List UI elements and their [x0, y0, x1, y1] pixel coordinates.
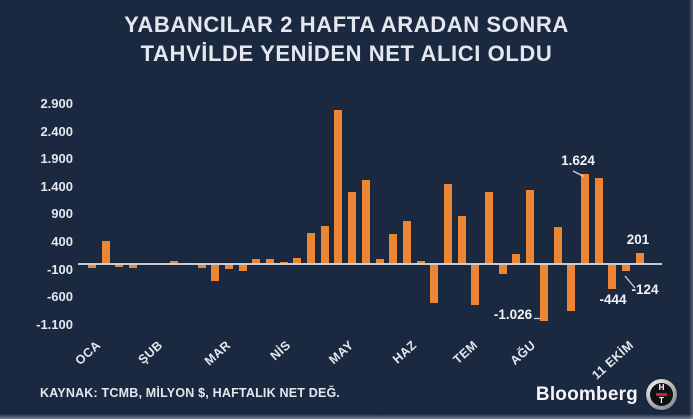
bar-value-label: -124 [631, 282, 659, 297]
chart-title-line2: TAHVİLDE YENİDEN NET ALICI OLDU [140, 41, 553, 66]
bar [211, 264, 220, 281]
bar [608, 264, 617, 289]
bar [334, 109, 343, 265]
y-axis-tick-label: 400 [51, 234, 73, 250]
bar [443, 184, 452, 265]
bar [266, 259, 274, 265]
bloomberg-ht-logo: Bloomberg H T [536, 379, 677, 410]
bar-value-label: -444 [599, 292, 627, 307]
bar-value-label: 1.624 [561, 153, 595, 168]
bar [101, 240, 110, 265]
bar [307, 233, 316, 265]
bar [279, 261, 288, 265]
bar [485, 192, 494, 265]
bar [170, 260, 179, 265]
bar [129, 264, 138, 269]
bloomberg-wordmark: Bloomberg [535, 383, 638, 405]
bar [471, 264, 480, 306]
chart-title: YABANCILAR 2 HAFTA ARADAN SONRA TAHVİLDE… [0, 10, 693, 68]
bar-value-label: -1.026 [493, 307, 533, 322]
y-axis-tick-label: -600 [46, 289, 73, 305]
ht-badge-letter-t: T [659, 395, 664, 405]
bar [197, 264, 206, 268]
bar [635, 253, 644, 265]
bar [580, 174, 589, 265]
bar [526, 189, 535, 265]
ht-badge-letter-h: H [658, 383, 665, 393]
bar [224, 264, 233, 269]
bar [621, 264, 630, 272]
zero-axis-line [78, 263, 662, 265]
chart-title-line1: YABANCILAR 2 HAFTA ARADAN SONRA [124, 12, 569, 37]
bar-value-label: 201 [626, 232, 650, 247]
y-axis-tick-label: -1.100 [36, 316, 73, 332]
ht-badge-red-bar-icon [656, 393, 667, 396]
bar [512, 253, 521, 265]
y-axis-tick-label: 900 [51, 206, 73, 222]
bar [88, 264, 97, 269]
bar [320, 225, 329, 265]
bar [115, 264, 124, 268]
bar [430, 264, 439, 303]
source-note: KAYNAK: TCMB, MİLYON $, HAFTALIK NET DEĞ… [40, 386, 341, 400]
screen-edge-glare-bottom [0, 414, 693, 419]
bar [348, 192, 357, 265]
y-axis-tick-label: -100 [46, 261, 73, 277]
bar [252, 258, 261, 265]
y-axis-tick-label: 2.900 [40, 95, 73, 111]
bar [594, 178, 603, 265]
bar [293, 257, 302, 265]
bar [361, 180, 370, 265]
ht-badge-inner: H T [650, 383, 673, 406]
y-axis-tick-label: 2.400 [40, 123, 73, 139]
y-axis-tick-label: 1.900 [40, 151, 73, 167]
bar [498, 264, 507, 275]
bar [457, 215, 466, 265]
ht-badge-icon: H T [646, 379, 677, 410]
bar [375, 258, 384, 265]
bar [389, 233, 398, 265]
bar [416, 261, 425, 265]
bar [238, 264, 247, 271]
bar [183, 262, 192, 265]
bar [539, 264, 548, 321]
screen-edge-glare-right [689, 0, 693, 419]
bar [402, 221, 411, 265]
y-axis-tick-label: 1.400 [40, 178, 73, 194]
bar [567, 264, 576, 312]
bar [553, 226, 562, 265]
x-axis-month-label: HAZ [390, 338, 420, 367]
